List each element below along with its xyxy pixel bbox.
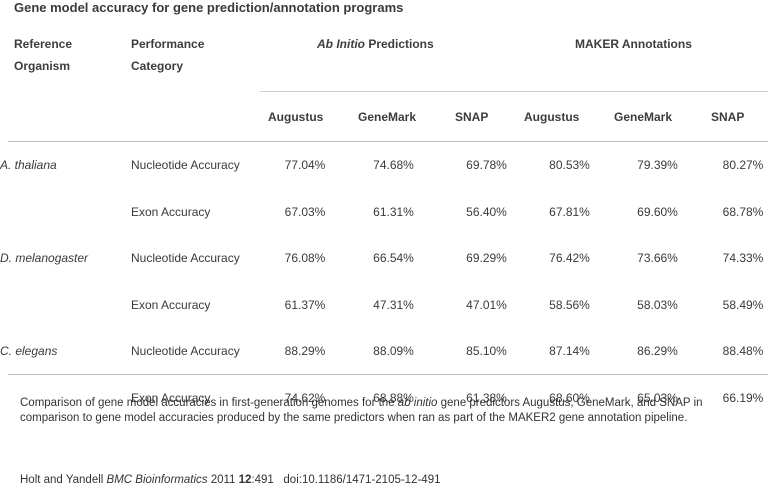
header-performance-line2: Category — [131, 59, 184, 73]
value-cell: 66.54% — [373, 251, 414, 265]
value-cell: 88.48% — [722, 344, 764, 358]
value-cell: 88.29% — [284, 344, 326, 358]
accuracy-table: A. thaliana Nucleotide Accuracy 77.04% 7… — [0, 148, 776, 427]
category-cell: Exon Accuracy — [131, 297, 211, 312]
table-row: Exon Accuracy 74.62% 68.88% 61.38% 68.60… — [0, 381, 776, 428]
organism-cell — [0, 195, 131, 242]
value-cell: 61.38% — [466, 390, 507, 405]
organism-cell: C. elegans — [0, 344, 58, 358]
value-cell: 69.78% — [466, 158, 507, 172]
header-reference-line1: Reference — [14, 37, 73, 51]
header-bottom-divider — [8, 141, 768, 142]
citation-doi: doi:10.1186/1471-2105-12-491 — [283, 474, 441, 486]
table-row: A. thaliana Nucleotide Accuracy 77.04% 7… — [0, 148, 776, 195]
value-cell: 80.53% — [549, 158, 590, 172]
header-performance-category: Performance Category — [131, 33, 204, 77]
citation-pages: :491 — [251, 474, 274, 486]
value-cell: 69.60% — [637, 204, 678, 219]
value-cell: 58.49% — [722, 297, 764, 312]
value-cell: 74.33% — [722, 251, 764, 265]
value-cell: 67.03% — [284, 204, 326, 219]
subheader-snap-maker: SNAP — [711, 110, 745, 124]
table-title: Gene model accuracy for gene prediction/… — [14, 0, 404, 15]
value-cell: 47.31% — [373, 297, 414, 312]
value-cell: 76.42% — [549, 251, 590, 265]
value-cell: 65.03% — [637, 390, 678, 405]
value-cell: 58.03% — [637, 297, 678, 312]
value-cell: 69.29% — [466, 251, 507, 265]
category-cell: Nucleotide Accuracy — [131, 158, 240, 172]
subheader-genemark-abinitio: GeneMark — [358, 110, 417, 124]
value-cell: 67.81% — [549, 204, 590, 219]
table-row: Exon Accuracy 67.03% 61.31% 56.40% 67.81… — [0, 195, 776, 242]
value-cell: 68.60% — [549, 390, 590, 405]
value-cell: 87.14% — [549, 344, 590, 358]
value-cell: 86.29% — [637, 344, 678, 358]
value-cell: 58.56% — [549, 297, 590, 312]
value-cell: 73.66% — [637, 251, 678, 265]
header-reference-organism: Reference Organism — [14, 33, 72, 77]
subheader-augustus-maker: Augustus — [524, 110, 580, 124]
value-cell: 66.19% — [722, 390, 764, 405]
table-bottom-divider — [8, 374, 768, 375]
category-cell: Nucleotide Accuracy — [131, 251, 240, 265]
organism-cell: A. thaliana — [0, 158, 57, 172]
value-cell: 77.04% — [284, 158, 326, 172]
value-cell: 68.78% — [722, 204, 764, 219]
value-cell: 88.09% — [373, 344, 414, 358]
citation: Holt and Yandell BMC Bioinformatics 2011… — [20, 474, 441, 486]
header-ab-initio-rest: Predictions — [365, 37, 434, 51]
value-cell: 47.01% — [466, 297, 507, 312]
category-cell: Exon Accuracy — [131, 204, 211, 219]
citation-year: 2011 — [207, 474, 239, 486]
header-reference-line2: Organism — [14, 59, 71, 73]
header-performance-line1: Performance — [131, 37, 205, 51]
value-cell: 80.27% — [722, 158, 764, 172]
value-cell: 76.08% — [284, 251, 326, 265]
group-header-divider — [260, 91, 768, 92]
value-cell: 68.88% — [373, 390, 414, 405]
value-cell: 85.10% — [466, 344, 507, 358]
subheader-snap-abinitio: SNAP — [455, 110, 489, 124]
header-ab-initio-group: Ab Initio Predictions — [317, 33, 434, 55]
caption-part1: Comparison of gene model accuracies in f… — [20, 397, 398, 409]
table-row: D. melanogaster Nucleotide Accuracy 76.0… — [0, 241, 776, 288]
organism-cell: D. melanogaster — [0, 251, 89, 265]
citation-journal: BMC Bioinformatics — [106, 474, 208, 486]
category-cell: Nucleotide Accuracy — [131, 344, 240, 358]
value-cell: 74.68% — [373, 158, 414, 172]
value-cell: 79.39% — [637, 158, 678, 172]
citation-authors: Holt and Yandell — [20, 474, 107, 486]
value-cell: 61.37% — [284, 297, 326, 312]
table-row: Exon Accuracy 61.37% 47.31% 47.01% 58.56… — [0, 288, 776, 335]
organism-cell — [0, 288, 131, 335]
table-caption: Comparison of gene model accuracies in f… — [20, 396, 740, 426]
value-cell: 61.31% — [373, 204, 414, 219]
table-row: C. elegans Nucleotide Accuracy 88.29% 88… — [0, 334, 776, 381]
subheader-genemark-maker: GeneMark — [614, 110, 673, 124]
category-cell: Exon Accuracy — [131, 390, 211, 405]
value-cell: 56.40% — [466, 204, 507, 219]
header-ab-initio-italic: Ab Initio — [317, 37, 365, 51]
subheader-augustus-abinitio: Augustus — [268, 110, 324, 124]
header-maker-group: MAKER Annotations — [575, 37, 692, 51]
value-cell: 74.62% — [284, 390, 326, 405]
citation-volume: 12 — [238, 474, 252, 486]
caption-italic: ab initio — [397, 397, 438, 409]
caption-part2: gene predictors Augustus, GeneMark, and … — [20, 397, 703, 424]
